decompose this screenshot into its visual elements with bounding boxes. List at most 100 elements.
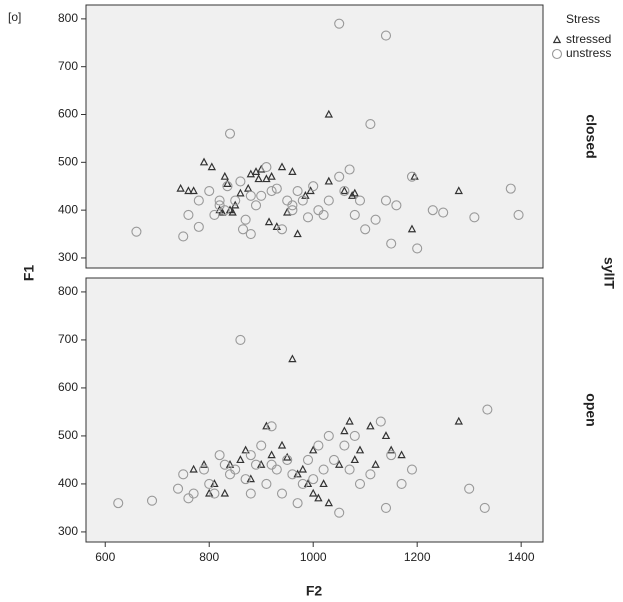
point (323, 195, 334, 206)
point (220, 488, 230, 497)
point (339, 185, 350, 197)
point (251, 167, 261, 175)
point (349, 430, 360, 441)
point (298, 464, 308, 473)
point (319, 479, 328, 488)
point (198, 464, 210, 475)
point (257, 459, 266, 468)
point (277, 440, 287, 449)
point (287, 205, 298, 216)
point (313, 440, 324, 451)
point (254, 174, 263, 183)
point (323, 430, 334, 441)
point (178, 469, 189, 480)
point (214, 450, 225, 461)
point (345, 416, 354, 425)
point (245, 488, 256, 499)
point (308, 474, 319, 485)
point (193, 221, 204, 232)
point (301, 191, 310, 199)
point (283, 452, 292, 461)
point (205, 488, 214, 497)
point (189, 464, 198, 473)
point (366, 421, 375, 430)
point (220, 171, 230, 180)
point (188, 488, 199, 499)
point (350, 455, 359, 464)
y-tick-label: 300 (58, 250, 78, 264)
point (178, 231, 189, 242)
point (355, 445, 365, 454)
point (235, 176, 246, 187)
point (131, 226, 142, 237)
x-axis-label: F2 (306, 583, 323, 599)
point (464, 483, 475, 494)
point (199, 157, 209, 166)
point (324, 498, 333, 507)
point (292, 185, 303, 197)
point (241, 445, 250, 454)
point (222, 181, 233, 192)
point (469, 212, 480, 223)
point (288, 354, 297, 363)
point (288, 167, 297, 175)
point (276, 224, 288, 235)
x-tick-label: 1200 (404, 550, 431, 564)
point (283, 207, 292, 216)
y-tick-label: 300 (58, 524, 78, 538)
point (297, 195, 308, 206)
point (264, 217, 274, 226)
point (391, 200, 402, 211)
legend-marker (552, 35, 562, 44)
point (230, 195, 241, 206)
point (427, 205, 438, 216)
point (223, 179, 232, 187)
y-tick-label: 500 (58, 154, 78, 168)
point (292, 498, 303, 509)
point (246, 474, 256, 483)
legend-marker (551, 48, 563, 60)
point (293, 469, 302, 478)
point (365, 469, 376, 480)
point (334, 459, 344, 468)
point (454, 186, 463, 195)
point (479, 502, 490, 513)
point (303, 479, 313, 488)
point (230, 464, 241, 475)
point (334, 507, 345, 518)
y-tick-label: 400 (58, 202, 78, 216)
legend-label: unstress (566, 46, 611, 60)
point (318, 464, 329, 475)
point (344, 464, 355, 475)
point (386, 445, 396, 454)
point (257, 164, 266, 173)
point (287, 200, 298, 211)
point (262, 421, 271, 430)
facet-title: sylIT (601, 257, 617, 289)
point (505, 183, 516, 194)
point (308, 181, 319, 192)
point (370, 214, 381, 225)
point (324, 176, 333, 185)
point (380, 30, 392, 41)
point (184, 186, 193, 195)
point (183, 209, 194, 220)
point (297, 478, 308, 489)
corner-label: [o] (8, 10, 21, 24)
point (314, 493, 323, 502)
point (347, 191, 357, 199)
point (267, 171, 276, 180)
point (406, 464, 418, 475)
y-tick-label: 500 (58, 428, 78, 442)
point (236, 455, 245, 464)
point (406, 171, 418, 182)
point (261, 478, 272, 489)
legend-title: Stress (566, 12, 600, 26)
point (334, 18, 345, 29)
point (236, 188, 245, 197)
point (354, 195, 366, 206)
x-tick-label: 800 (199, 550, 219, 564)
point (360, 224, 371, 235)
point (412, 243, 423, 254)
